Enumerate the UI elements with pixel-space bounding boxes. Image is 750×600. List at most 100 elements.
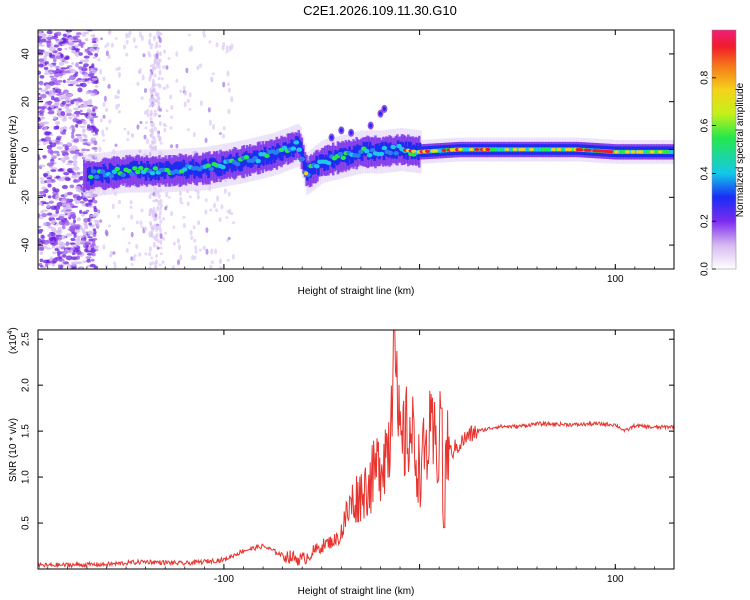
noise-speckle bbox=[151, 145, 155, 150]
noise-speckle bbox=[127, 241, 131, 245]
colorbar-tick-label: 0.2 bbox=[700, 214, 711, 228]
noise-speckle bbox=[65, 233, 73, 237]
noise-speckle bbox=[50, 105, 55, 108]
noise-speckle bbox=[167, 56, 171, 60]
figure-title: C2E1.2026.109.11.30.G10 bbox=[303, 3, 457, 18]
noise-speckle bbox=[49, 54, 56, 59]
noise-speckle bbox=[196, 189, 200, 196]
ridge-peak bbox=[369, 148, 376, 153]
noise-speckle bbox=[84, 223, 88, 228]
noise-speckle bbox=[114, 143, 118, 147]
noise-speckle bbox=[70, 214, 76, 218]
noise-speckle bbox=[53, 44, 60, 48]
noise-speckle bbox=[42, 240, 50, 245]
ridge-core bbox=[152, 163, 156, 178]
ridge-core bbox=[122, 164, 126, 179]
noise-speckle bbox=[42, 222, 47, 226]
noise-speckle bbox=[122, 227, 126, 231]
noise-speckle bbox=[218, 258, 222, 265]
noise-speckle bbox=[165, 191, 169, 198]
ridge-core bbox=[182, 159, 185, 174]
noise-speckle bbox=[47, 195, 52, 199]
ridge-core bbox=[99, 166, 102, 181]
noise-speckle bbox=[144, 252, 148, 256]
noise-speckle bbox=[158, 210, 162, 216]
noise-speckle bbox=[136, 124, 140, 130]
ridge-core bbox=[368, 141, 372, 156]
noise-speckle bbox=[67, 228, 74, 231]
noise-speckle bbox=[47, 63, 52, 67]
noise-speckle bbox=[156, 205, 160, 212]
noise-speckle bbox=[81, 213, 85, 217]
noise-speckle bbox=[42, 172, 49, 177]
colorbar-gradient bbox=[711, 29, 737, 270]
noise-speckle bbox=[67, 160, 74, 164]
noise-speckle bbox=[182, 215, 186, 219]
noise-speckle bbox=[158, 206, 162, 211]
ridge-hotspot bbox=[586, 148, 592, 152]
noise-speckle bbox=[165, 84, 169, 89]
snr-panel: -100 100 0.5 1.0 1.5 2.0 2.5 Height of straig… bbox=[7, 327, 675, 597]
noise-speckle bbox=[154, 213, 158, 218]
noise-speckle bbox=[140, 225, 144, 229]
y-tick-label: 0.5 bbox=[21, 516, 32, 530]
noise-speckle bbox=[210, 248, 214, 255]
noise-speckle bbox=[79, 209, 83, 214]
ridge-body bbox=[83, 159, 86, 193]
y-tick-label: 20 bbox=[21, 96, 32, 108]
noise-speckle bbox=[92, 108, 96, 112]
noise-speckle bbox=[179, 196, 183, 204]
noise-speckle bbox=[219, 265, 223, 269]
noise-speckle bbox=[83, 63, 89, 68]
noise-speckle bbox=[64, 47, 68, 51]
noise-speckle bbox=[86, 108, 92, 113]
noise-speckle bbox=[85, 90, 90, 95]
snr-scale-label: (x104) bbox=[7, 327, 19, 354]
noise-speckle bbox=[92, 81, 99, 84]
noise-speckle bbox=[64, 249, 69, 252]
noise-speckle bbox=[172, 225, 176, 229]
noise-speckle bbox=[57, 258, 65, 262]
ridge-core bbox=[96, 166, 99, 181]
noise-speckle bbox=[40, 210, 44, 214]
noise-speckle bbox=[154, 92, 158, 97]
noise-speckle bbox=[113, 264, 117, 269]
noise-speckle bbox=[76, 195, 82, 201]
noise-speckle bbox=[85, 149, 90, 152]
snr-scale-close: ) bbox=[8, 327, 19, 330]
noise-speckle bbox=[49, 142, 57, 148]
noise-speckle bbox=[197, 220, 201, 226]
ridge-core bbox=[389, 142, 392, 156]
y-tick-label: 1.0 bbox=[21, 470, 32, 484]
ridge-core bbox=[94, 166, 98, 181]
noise-speckle bbox=[102, 76, 106, 82]
noise-speckle bbox=[42, 51, 50, 54]
noise-speckle bbox=[211, 72, 215, 76]
noise-speckle bbox=[204, 209, 208, 215]
branch-core bbox=[382, 106, 386, 111]
noise-speckle bbox=[75, 241, 81, 246]
noise-speckle bbox=[146, 113, 150, 118]
noise-speckle bbox=[85, 256, 91, 260]
ridge-core bbox=[144, 167, 148, 181]
noise-speckle bbox=[150, 43, 154, 47]
ridge-core bbox=[349, 150, 353, 165]
noise-speckle bbox=[47, 100, 52, 106]
noise-speckle bbox=[71, 266, 76, 269]
noise-speckle bbox=[38, 96, 42, 101]
noise-speckle bbox=[75, 133, 82, 137]
noise-speckle bbox=[66, 192, 73, 196]
ridge-core bbox=[298, 139, 301, 154]
noise-speckle bbox=[215, 42, 219, 48]
noise-speckle bbox=[94, 52, 98, 57]
noise-speckle bbox=[99, 68, 103, 75]
noise-speckle bbox=[117, 110, 121, 114]
noise-speckle bbox=[190, 235, 194, 241]
noise-speckle bbox=[144, 110, 148, 115]
noise-speckle bbox=[46, 162, 54, 167]
noise-speckle bbox=[154, 216, 158, 221]
noise-speckle bbox=[60, 157, 67, 162]
noise-speckle bbox=[179, 89, 183, 93]
noise-speckle bbox=[105, 107, 109, 113]
noise-speckle bbox=[172, 241, 176, 246]
